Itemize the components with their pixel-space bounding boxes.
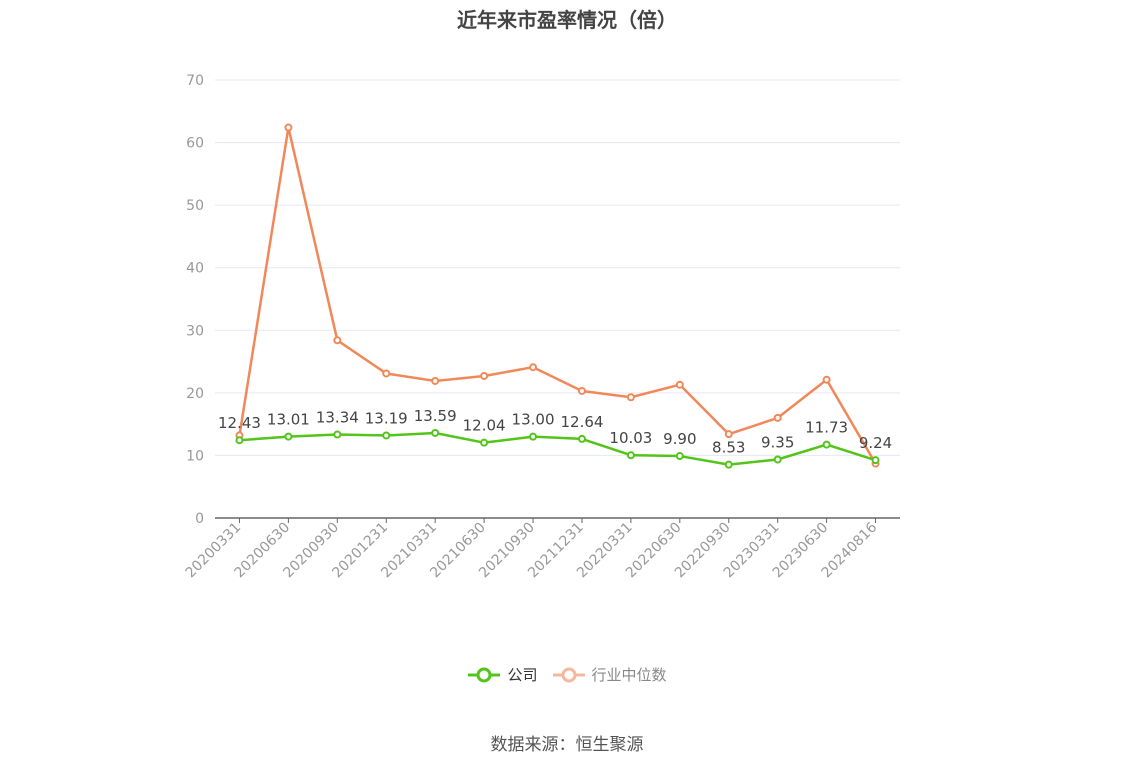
data-label: 11.73: [805, 419, 848, 437]
data-label: 9.24: [859, 434, 892, 452]
series-lines: [235, 123, 880, 469]
data-label: 9.35: [761, 433, 794, 451]
data-label: 8.53: [712, 439, 745, 457]
data-label: 13.00: [512, 411, 555, 429]
data-source: 数据来源：恒生聚源: [490, 735, 644, 755]
data-label: 9.90: [663, 430, 696, 448]
legend-item-industry[interactable]: 行业中位数: [552, 664, 667, 685]
company-point: [333, 430, 342, 439]
data-label: 13.59: [414, 407, 457, 425]
data-label: 12.64: [560, 413, 603, 431]
chart-title: 近年来市盈率情况（倍）: [457, 8, 677, 32]
legend-company-label: 公司: [507, 666, 538, 684]
series-line-industry: [238, 126, 877, 465]
legend-company-line-icon: [468, 667, 501, 682]
company-point: [382, 431, 391, 440]
industry-point: [529, 363, 538, 372]
series-line-company: [239, 431, 876, 466]
industry-point: [431, 376, 440, 385]
data-label: 10.03: [609, 429, 652, 447]
industry-point: [382, 369, 391, 378]
company-point: [724, 460, 733, 469]
axes: 0102030405060702020033120200630202009302…: [183, 73, 900, 581]
grid-lines: [215, 79, 900, 456]
company-point: [773, 455, 782, 464]
legend-industry-line-icon: [552, 667, 585, 682]
y-tick-label: 60: [186, 136, 204, 152]
industry-point: [480, 371, 489, 380]
company-point: [675, 452, 684, 461]
data-label: 13.01: [267, 411, 310, 429]
data-labels: 12.43 13.01 13.34 13.19 13.59 12.04 13.00 12.64…: [218, 407, 892, 457]
y-tick-label: 50: [186, 198, 204, 214]
industry-point: [333, 336, 342, 345]
company-point: [822, 440, 831, 449]
company-point: [529, 432, 538, 441]
company-point: [480, 438, 489, 447]
industry-point: [822, 375, 831, 384]
industry-point: [577, 386, 586, 395]
y-tick-label: 0: [195, 511, 204, 527]
y-tick-label: 10: [186, 448, 204, 464]
y-tick-label: 30: [186, 323, 204, 339]
data-label: 12.43: [218, 414, 261, 432]
industry-point: [724, 430, 733, 439]
company-point: [235, 436, 244, 445]
y-tick-label: 20: [186, 386, 204, 402]
line-chart: 0102030405060702020033120200630202009302…: [183, 73, 900, 581]
legend-item-company[interactable]: 公司: [467, 664, 538, 685]
company-point: [626, 451, 635, 460]
data-label: 13.19: [365, 409, 408, 427]
company-point: [431, 428, 440, 437]
company-point: [577, 434, 586, 443]
industry-point: [773, 413, 782, 422]
industry-point: [626, 393, 635, 402]
industry-point: [284, 123, 293, 132]
company-point: [871, 456, 880, 465]
y-tick-label: 40: [186, 261, 204, 277]
industry-point: [675, 380, 684, 389]
company-point: [284, 432, 293, 441]
data-label: 12.04: [463, 417, 506, 435]
data-label: 13.34: [316, 409, 359, 427]
legend-industry-label: 行业中位数: [591, 666, 667, 684]
y-tick-label: 70: [186, 73, 204, 89]
legend: 公司 行业中位数: [0, 664, 1134, 685]
